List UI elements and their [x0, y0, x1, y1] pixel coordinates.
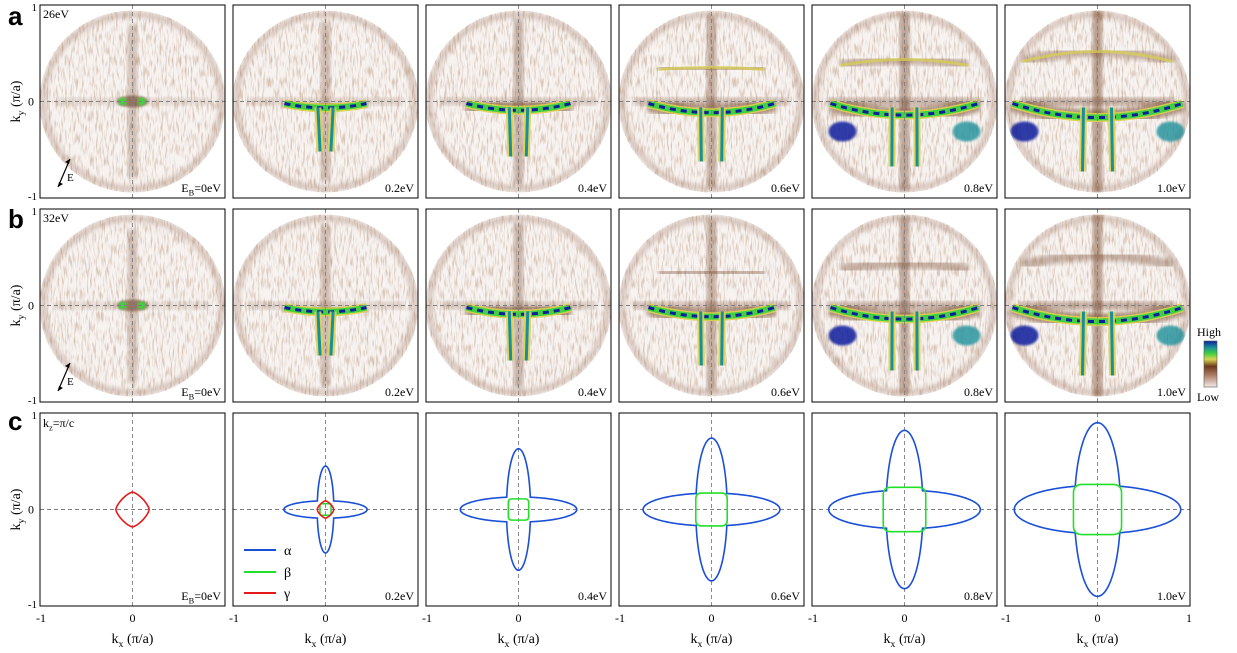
- y-axis-label: ky (π/a): [9, 80, 27, 122]
- legend-gamma-label: γ: [283, 587, 290, 602]
- panel-rowa-3: 0.6eV: [619, 5, 804, 198]
- panel-rowb-5: 1.0eV: [1005, 209, 1190, 402]
- energy-label: 1.0eV: [1157, 385, 1186, 399]
- x-tick-0: 0: [1095, 611, 1101, 625]
- energy-label: 0.6eV: [771, 385, 800, 399]
- energy-label: 0.8eV: [964, 181, 993, 195]
- y-tick-0: 0: [28, 503, 34, 517]
- panel-rowb-4: 0.8eV: [812, 209, 997, 402]
- panel-rowa-5: 1.0eV: [1005, 5, 1190, 198]
- colorbar-gradient: [1204, 341, 1217, 387]
- y-tick-neg1: -1: [28, 191, 37, 203]
- x-tick-neg1: -1: [808, 611, 818, 625]
- energy-label: 0.4eV: [578, 589, 607, 603]
- y-tick-1: 1: [32, 410, 38, 422]
- row-label-b: b: [8, 204, 24, 234]
- y-tick-neg1: -1: [28, 599, 37, 611]
- x-tick-0: 0: [516, 611, 522, 625]
- x-axis-label: kx (π/a): [884, 632, 926, 650]
- x-tick-neg1: -1: [615, 611, 625, 625]
- x-axis-label: kx (π/a): [498, 632, 540, 650]
- x-tick-neg1: -1: [36, 611, 46, 625]
- energy-label: 0.4eV: [578, 385, 607, 399]
- panel-rowc-5: 1.0eV -1 0 1 kx (π/a): [1001, 413, 1192, 650]
- polarization-label: E: [67, 376, 74, 388]
- energy-label: EB=0eV: [181, 385, 221, 401]
- x-axis-label: kx (π/a): [112, 632, 154, 650]
- legend-alpha-label: α: [284, 544, 292, 559]
- y-axis-label: ky (π/a): [9, 284, 27, 326]
- photon-energy-label: 32eV: [43, 211, 69, 225]
- y-tick-0: 0: [28, 95, 34, 109]
- panel-rowa-2: 0.4eV: [426, 5, 611, 198]
- panel-rowb-0: EB=0eV 32eV E 1 0 -1 ky (π/a): [9, 206, 225, 407]
- y-tick-0: 0: [28, 299, 34, 313]
- panel-rowc-3: 0.6eV -1 0 kx (π/a): [615, 413, 804, 650]
- x-tick-neg1: -1: [422, 611, 432, 625]
- panel-rowc-0: EB=0eV kz=π/c 1 0 -1 ky (π/a) -1 0 kx (π/a): [9, 410, 225, 650]
- panel-rowb-2: 0.4eV: [426, 209, 611, 402]
- polarization-label: E: [67, 172, 74, 184]
- legend-beta-label: β: [284, 566, 291, 581]
- y-tick-neg1: -1: [28, 395, 37, 407]
- x-tick-0: 0: [130, 611, 136, 625]
- x-tick-0: 0: [323, 611, 329, 625]
- x-tick-neg1: -1: [1001, 611, 1011, 625]
- panel-rowa-4: 0.8eV: [812, 5, 997, 198]
- panel-rowb-1: 0.2eV: [233, 209, 418, 402]
- photon-energy-label: 26eV: [43, 7, 69, 21]
- energy-label: EB=0eV: [181, 589, 221, 605]
- x-tick-1: 1: [1186, 611, 1192, 625]
- panel-rowc-2: 0.4eV -1 0 kx (π/a): [422, 413, 611, 650]
- panel-rowc-4: 0.8eV -1 0 kx (π/a): [808, 413, 997, 650]
- panel-rowb-3: 0.6eV: [619, 209, 804, 402]
- energy-label: 0.6eV: [771, 181, 800, 195]
- energy-label: 0.2eV: [385, 589, 414, 603]
- panel-rowa-0: EB=0eV 26eV E 1 0 -1 ky (π/a): [9, 2, 225, 203]
- energy-label: 0.4eV: [578, 181, 607, 195]
- colorbar-high-label: High: [1197, 325, 1221, 339]
- energy-label: EB=0eV: [181, 181, 221, 197]
- colorbar-low-label: Low: [1197, 390, 1219, 404]
- energy-label: 0.8eV: [964, 385, 993, 399]
- energy-label: 1.0eV: [1157, 589, 1186, 603]
- kz-label: kz=π/c: [43, 416, 74, 432]
- row-label-a: a: [8, 1, 23, 31]
- x-tick-neg1: -1: [229, 611, 239, 625]
- energy-label: 0.2eV: [385, 385, 414, 399]
- row-label-c: c: [8, 406, 22, 436]
- energy-label: 1.0eV: [1157, 181, 1186, 195]
- x-axis-label: kx (π/a): [305, 632, 347, 650]
- x-axis-label: kx (π/a): [1077, 632, 1119, 650]
- x-tick-0: 0: [902, 611, 908, 625]
- x-axis-label: kx (π/a): [691, 632, 733, 650]
- y-axis-label: ky (π/a): [9, 488, 27, 530]
- y-tick-1: 1: [32, 206, 38, 218]
- legend: α β γ: [244, 544, 292, 602]
- x-tick-0: 0: [709, 611, 715, 625]
- panel-rowa-1: 0.2eV: [233, 5, 418, 198]
- energy-label: 0.2eV: [385, 181, 414, 195]
- energy-label: 0.6eV: [771, 589, 800, 603]
- y-tick-1: 1: [32, 2, 38, 14]
- colorbar: High Low: [1197, 325, 1221, 404]
- panel-rowc-1: 0.2eV -1 0 kx (π/a): [229, 413, 418, 650]
- energy-label: 0.8eV: [964, 589, 993, 603]
